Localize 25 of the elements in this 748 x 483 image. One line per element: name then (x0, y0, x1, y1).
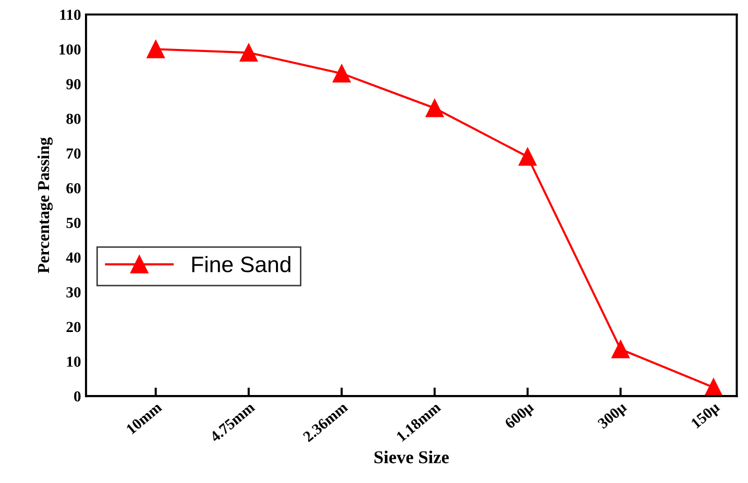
legend-label: Fine Sand (192, 256, 290, 272)
y-tick-label: 110 (60, 10, 81, 20)
point (704, 378, 723, 396)
point (426, 99, 444, 118)
y-tick-label: 0 (74, 391, 81, 402)
y-tick-label: 20 (66, 322, 81, 332)
x-axis-title: Sieve Size (374, 450, 449, 464)
y-tick-label: 30 (66, 287, 81, 298)
x-tick-label: 300μ (597, 401, 630, 432)
y-tick-label: 60 (66, 183, 81, 194)
y-axis-title: Percentage Passing (37, 137, 53, 274)
y-tick-label: 100 (59, 44, 81, 55)
y-tick-label: 90 (66, 79, 81, 90)
point (240, 44, 258, 62)
point (612, 340, 630, 358)
y-tick-label: 10 (67, 356, 81, 367)
y-tick-label: 80 (66, 114, 81, 124)
y-tick-label: 40 (66, 252, 81, 263)
x-tick-label: 600μ (504, 401, 536, 432)
y-tick-label: 70 (66, 148, 81, 159)
point (518, 148, 537, 166)
point (146, 40, 165, 58)
y-tick-label: 50 (66, 218, 81, 228)
point (332, 64, 351, 82)
x-tick-label: 150μ (690, 401, 722, 432)
